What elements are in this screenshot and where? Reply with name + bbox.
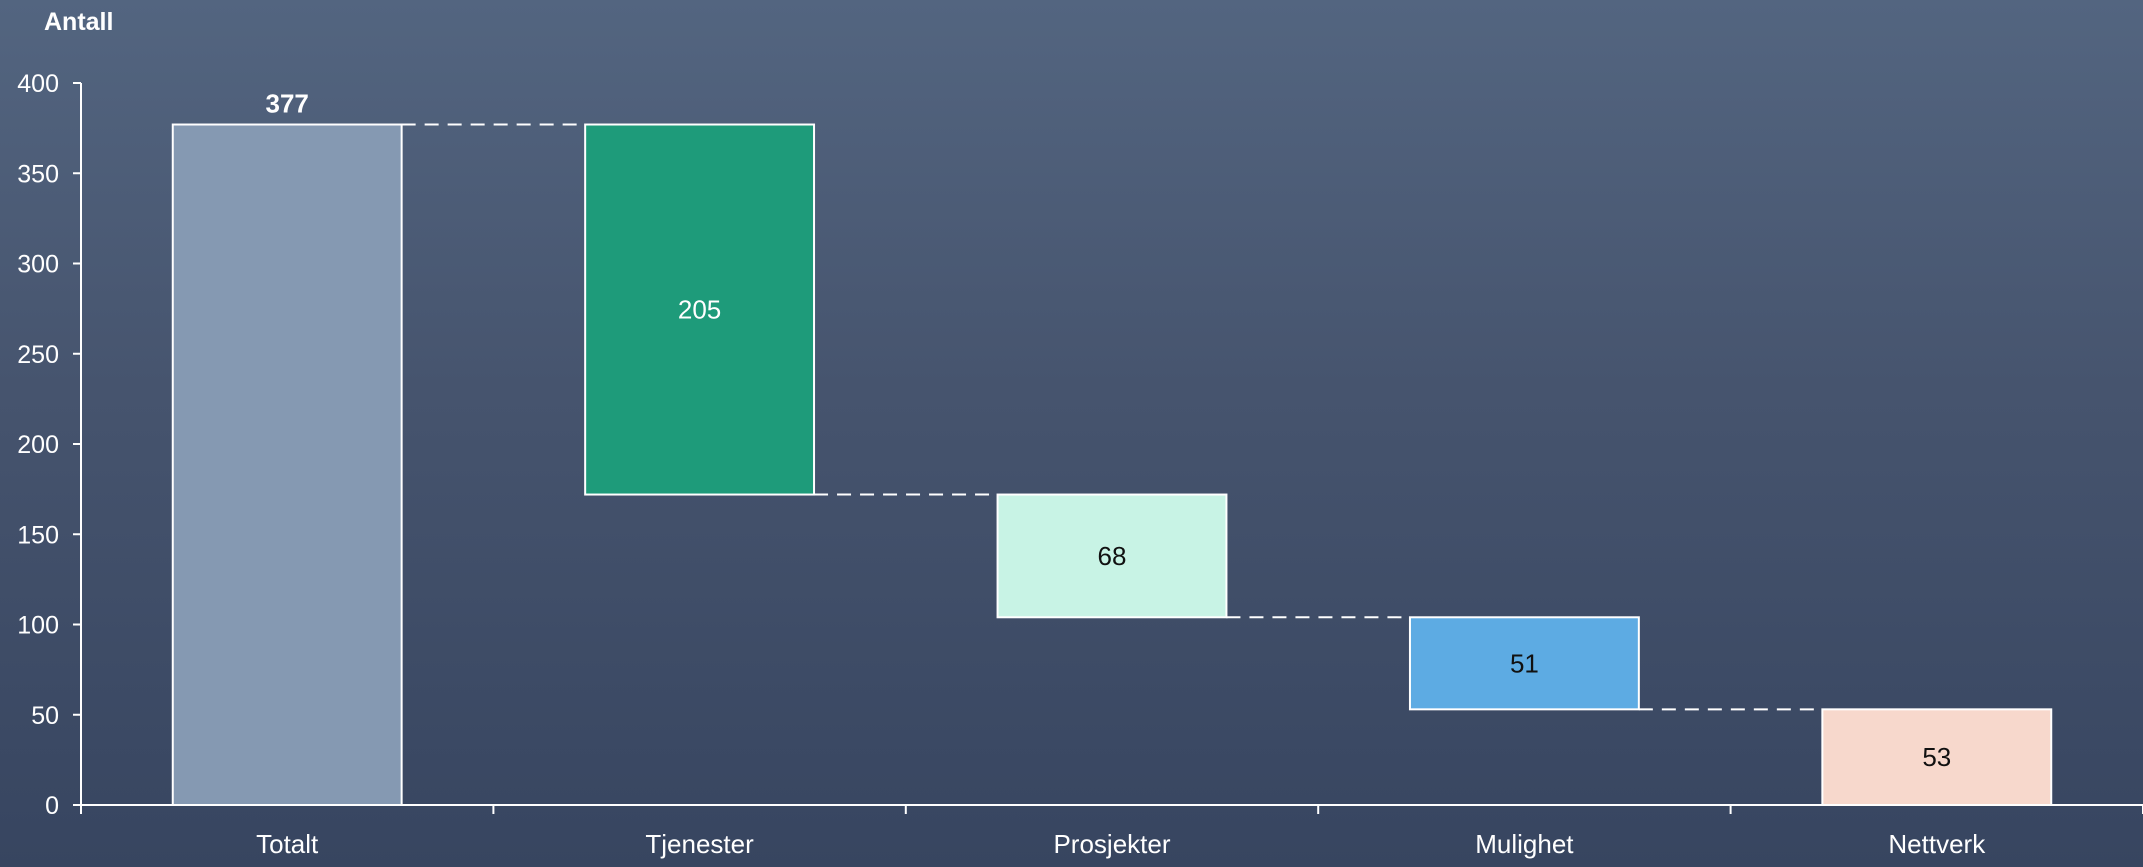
x-tick-label: Tjenester [645,829,754,859]
data-label: 205 [678,295,721,325]
axes: 0 50 100 150 200 250 300 350 400 Totalt Tjenester P… [17,70,2143,859]
y-tick-label: 50 [31,702,59,730]
y-tick-label: 100 [17,612,59,640]
data-labels: 377 205 68 51 53 [266,89,1952,773]
bar-tjenester [584,123,816,496]
bars [171,123,2053,807]
y-tick-label: 0 [45,792,59,820]
bar-mulighet [1408,616,1640,711]
y-tick-label: 400 [17,70,59,98]
y-tick-label: 150 [17,521,59,549]
y-tick-label: 350 [17,160,59,188]
x-tick-label: Prosjekter [1053,829,1170,859]
data-label: 53 [1922,742,1951,772]
x-tick-label: Mulighet [1475,829,1574,859]
x-tick-label: Nettverk [1888,829,1986,859]
bar-totalt [171,123,403,806]
data-label: 377 [266,89,309,119]
connector-lines [401,123,1823,711]
x-tick-label: Totalt [256,829,319,859]
y-axis-title: Antall [44,8,113,36]
y-tick-label: 200 [17,431,59,459]
y-tick-label: 300 [17,251,59,279]
bar-nettverk [1821,708,2053,807]
data-label: 51 [1510,648,1539,678]
y-tick-label: 250 [17,341,59,369]
data-label: 68 [1098,541,1127,571]
bar-prosjekter [996,493,1228,619]
